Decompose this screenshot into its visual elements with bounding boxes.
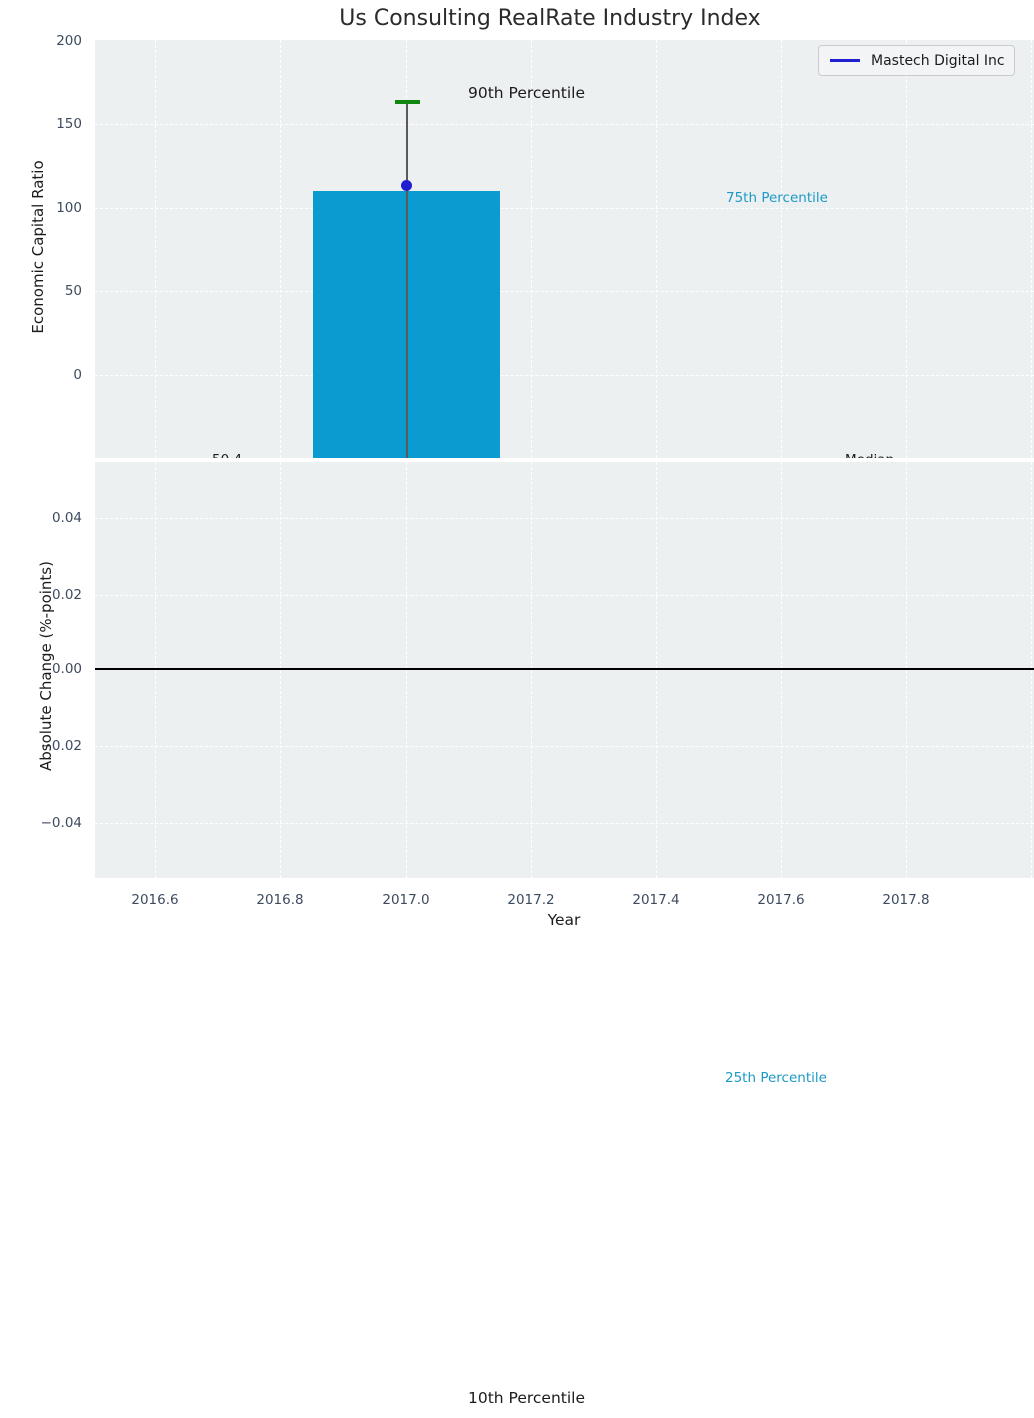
gridline xyxy=(1031,40,1032,458)
gridline xyxy=(781,40,782,458)
company-value-marker xyxy=(401,180,412,191)
xtick-label: 2017.8 xyxy=(882,892,930,908)
gridline xyxy=(155,40,156,458)
gridline xyxy=(95,746,1034,747)
annotation-median-partial: Median xyxy=(845,452,894,458)
gridline xyxy=(95,208,1034,209)
gridline xyxy=(95,375,1034,376)
chart-title: Us Consulting RealRate Industry Index xyxy=(339,6,761,31)
xtick-label: 2016.6 xyxy=(131,892,179,908)
gridline xyxy=(95,823,1034,824)
annotation-90th-percentile: 90th Percentile xyxy=(468,84,586,102)
ytick-label: 100 xyxy=(56,200,82,216)
xtick-label: 2017.2 xyxy=(507,892,555,908)
ytick-label: −0.04 xyxy=(40,815,82,831)
xtick-label: 2017.6 xyxy=(757,892,805,908)
gridline xyxy=(531,462,532,878)
ytick-label: 0.00 xyxy=(51,661,82,677)
legend: Mastech Digital Inc xyxy=(818,45,1015,76)
annotation-25th-percentile: 25th Percentile xyxy=(725,1070,827,1086)
xtick-label: 2017.0 xyxy=(382,892,430,908)
annotation-75th-percentile: 75th Percentile xyxy=(726,190,828,206)
ytick-label: 150 xyxy=(56,116,82,132)
gridline xyxy=(406,462,407,878)
bottom-axes xyxy=(95,462,1034,878)
ytick-label: 0.02 xyxy=(51,587,82,603)
top-y-axis-label: Economic Capital Ratio xyxy=(29,160,47,334)
zero-reference-line xyxy=(95,668,1034,670)
ytick-label: −0.02 xyxy=(40,738,82,754)
gridline xyxy=(95,595,1034,596)
legend-label: Mastech Digital Inc xyxy=(871,52,1005,69)
annotation-value-partial: 50.4 xyxy=(212,452,242,458)
gridline xyxy=(656,40,657,458)
ytick-label: 0.04 xyxy=(51,510,82,526)
gridline xyxy=(95,518,1034,519)
gridline xyxy=(906,40,907,458)
gridline xyxy=(1031,462,1032,878)
gridline xyxy=(531,40,532,458)
bottom-y-axis-label: Absolute Change (%-points) xyxy=(37,561,55,771)
ytick-label: 200 xyxy=(56,33,82,49)
whisker-line xyxy=(406,102,408,458)
top-axes: 90th Percentile 75th Percentile 50.4 Med… xyxy=(95,40,1034,458)
ytick-label: 50 xyxy=(64,283,82,299)
gridline xyxy=(656,462,657,878)
legend-line-icon xyxy=(830,59,860,62)
gridline xyxy=(781,462,782,878)
xtick-label: 2016.8 xyxy=(256,892,304,908)
gridline xyxy=(95,124,1034,125)
gridline xyxy=(280,462,281,878)
x-axis-label: Year xyxy=(547,911,581,929)
gridline xyxy=(155,462,156,878)
gridline xyxy=(906,462,907,878)
xtick-label: 2017.4 xyxy=(632,892,680,908)
annotation-10th-percentile: 10th Percentile xyxy=(468,1389,586,1407)
ytick-label: 0 xyxy=(73,367,82,383)
gridline xyxy=(95,291,1034,292)
whisker-cap-90th xyxy=(395,100,420,104)
gridline xyxy=(280,40,281,458)
